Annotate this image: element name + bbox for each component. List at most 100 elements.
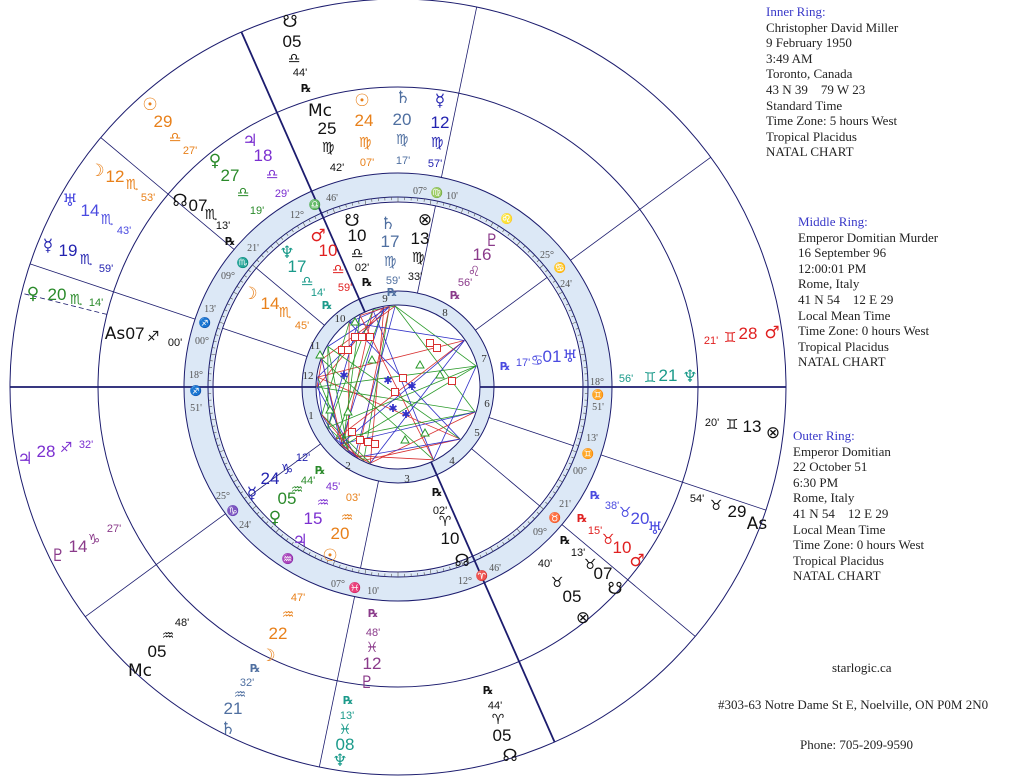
degree-tick [275, 528, 280, 533]
planet-glyph-icon: ♇ [484, 231, 499, 251]
position-deg: 10 [348, 226, 367, 245]
square-aspect-marker [344, 346, 352, 354]
position-sign: ♌ [468, 264, 481, 280]
cusp-deg: 18° [189, 370, 203, 381]
retrograde-marker: ℞ [432, 486, 442, 499]
position-sign: ♎ [301, 274, 314, 290]
outer-ring-charttype: NATAL CHART [793, 568, 881, 584]
house-cusp-line [100, 137, 235, 250]
position-sign: ♑ [281, 462, 294, 478]
house-cusp-label-6: 21'♉09° [533, 499, 571, 538]
planet-glyph-icon: ♀ [269, 508, 281, 528]
degree-tick [536, 511, 540, 515]
outer-ring-body-2: ☽ 12 ♏53' [89, 161, 155, 204]
position-sign: ♒ [234, 687, 247, 703]
planet-glyph-icon: ♂ [764, 323, 779, 343]
middle-ring-body-3: ☿ 12 ♍ 57' [428, 91, 450, 170]
degree-tick [215, 438, 219, 440]
position-deg: 16 [473, 245, 492, 264]
position-min: 57' [428, 158, 442, 170]
inner-ring-title: Inner Ring: [766, 4, 826, 19]
house-number-2: 2 [345, 460, 351, 472]
degree-tick [248, 501, 251, 505]
planet-glyph-icon: ♇ [359, 673, 374, 693]
cusp-deg: 00° [195, 336, 209, 347]
aspect-line [342, 365, 477, 447]
planet-glyph-icon: ☋ [344, 211, 359, 231]
trine-aspect-marker [435, 369, 445, 379]
position-sign: ♉ [710, 498, 723, 514]
aspect-line [327, 365, 477, 428]
cusp-sign: ♋ [554, 261, 566, 274]
planet-glyph-icon: ☊ [172, 191, 187, 211]
degree-tick [364, 569, 367, 575]
degree-tick [516, 528, 521, 533]
position-min: 33' [408, 271, 422, 283]
dashed-cusp-line [21, 292, 108, 315]
position-sign: ♎ [332, 262, 345, 278]
position-sign: ♏ [205, 207, 218, 223]
position-deg: 10 [441, 529, 460, 548]
degree-tick [490, 222, 494, 227]
position-min: 27' [107, 523, 121, 535]
outer-ring-title: Outer Ring: [793, 428, 855, 443]
house-cusp-line [441, 6, 478, 178]
degree-tick [256, 259, 260, 263]
aspect-line [359, 306, 390, 316]
cusp-min: 51' [592, 402, 604, 413]
position-deg: 05 [563, 587, 582, 606]
planet-glyph-icon: Mc [128, 661, 152, 681]
aspect-line [316, 365, 477, 388]
inner-ring-body-10: ♀05♒44'℞ [269, 464, 325, 528]
degree-tick [302, 547, 306, 552]
position-deg: 05 [148, 642, 167, 661]
aspect-line [321, 414, 358, 458]
cusp-sign: ♑ [227, 504, 239, 517]
planet-glyph-icon: ☿ [247, 484, 257, 504]
planet-glyph-icon: ☉ [354, 91, 369, 111]
degree-tick [552, 491, 556, 494]
degree-tick [314, 554, 317, 558]
position-min: 02' [355, 262, 369, 274]
retrograde-marker: ℞ [315, 464, 325, 477]
cusp-deg: 25° [216, 491, 230, 502]
degree-tick [455, 564, 457, 568]
square-aspect-marker [356, 436, 364, 444]
degree-tick [256, 511, 260, 515]
planet-glyph-icon: ♂ [629, 551, 644, 571]
position-sign: ♊ [644, 370, 657, 386]
inner-ring-body-4: ♆17♎14'℞ [279, 243, 332, 312]
position-sign: ♈ [492, 712, 505, 728]
planet-glyph-icon: ♀ [27, 284, 39, 304]
degree-tick [545, 269, 548, 273]
degree-tick [221, 456, 225, 459]
degree-tick [512, 534, 516, 537]
imum-coeli-axis [430, 461, 556, 743]
position-deg: 12 [106, 167, 125, 186]
aspect-line [321, 358, 434, 461]
degree-tick [571, 321, 577, 325]
house-cusp-line [488, 417, 574, 447]
degree-tick [213, 431, 217, 434]
house-cusp-label-2: ♌ [501, 212, 513, 225]
middle-ring-body-1: ☉24 ♍ 07' [354, 91, 374, 169]
degree-tick [210, 418, 216, 421]
outer-ring-coords: 41 N 54 12 E 29 [793, 505, 889, 521]
cusp-deg: 18° [590, 377, 604, 388]
middle-ring-body-4: ♃18 ♎ 29' [242, 131, 289, 200]
chart-rings [9, 0, 787, 776]
position-min: 20' [705, 417, 719, 429]
position-deg: 21 [659, 366, 678, 385]
degree-tick [265, 521, 269, 524]
position-min: 13' [216, 220, 230, 232]
house-number-11: 11 [310, 340, 321, 352]
planet-glyph-icon: Mc [308, 101, 332, 121]
position-min: 07' [360, 157, 374, 169]
aspect-line [327, 309, 374, 428]
outer-ring-body-0: ☋05♎44' ℞ [282, 12, 311, 95]
cusp-min: 46' [326, 193, 338, 204]
position-deg: 29 [154, 112, 173, 131]
aspect-line [370, 411, 476, 464]
position-sign: ♉ [619, 505, 632, 521]
